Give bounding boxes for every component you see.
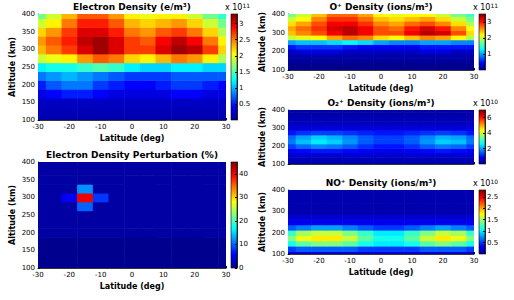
svg-text:x 10: x 10	[473, 179, 490, 188]
svg-text:3: 3	[239, 20, 243, 28]
svg-text:0.5: 0.5	[487, 239, 498, 247]
svg-text:1.5: 1.5	[487, 216, 498, 224]
svg-text:150: 150	[22, 246, 35, 254]
svg-text:Latitude (deg): Latitude (deg)	[100, 282, 165, 291]
svg-text:400: 400	[22, 10, 35, 18]
svg-text:10: 10	[159, 271, 168, 279]
svg-text:200: 200	[272, 229, 285, 237]
svg-text:20: 20	[190, 271, 199, 279]
svg-text:-10: -10	[95, 271, 106, 279]
svg-text:300: 300	[272, 207, 285, 215]
svg-text:30: 30	[470, 73, 479, 81]
svg-text:0: 0	[239, 264, 243, 272]
svg-text:1.5: 1.5	[239, 68, 250, 76]
svg-text:2: 2	[487, 34, 491, 42]
svg-text:x 10: x 10	[473, 99, 490, 108]
svg-text:200: 200	[22, 81, 35, 89]
svg-text:-10: -10	[95, 123, 106, 131]
svg-text:300: 300	[22, 193, 35, 201]
svg-text:0: 0	[379, 73, 383, 81]
svg-text:2: 2	[239, 52, 243, 60]
svg-text:2: 2	[487, 204, 491, 212]
svg-text:3: 3	[487, 18, 491, 26]
svg-text:-30: -30	[282, 257, 293, 265]
svg-text:2: 2	[487, 145, 491, 153]
svg-text:20: 20	[439, 257, 448, 265]
svg-text:10: 10	[408, 257, 417, 265]
svg-text:O⁺ Density (ions/m³): O⁺ Density (ions/m³)	[329, 2, 432, 12]
svg-text:10: 10	[408, 73, 417, 81]
svg-text:20: 20	[190, 123, 199, 131]
svg-text:Altitude (km): Altitude (km)	[258, 192, 267, 252]
svg-text:10: 10	[239, 240, 248, 248]
svg-text:2.5: 2.5	[487, 193, 498, 201]
svg-text:10: 10	[490, 98, 498, 105]
svg-text:-10: -10	[344, 257, 355, 265]
svg-text:40: 40	[239, 170, 248, 178]
svg-text:350: 350	[22, 176, 35, 184]
svg-text:Electron Density (e/m³): Electron Density (e/m³)	[73, 2, 191, 12]
svg-text:11: 11	[242, 2, 250, 9]
svg-text:400: 400	[272, 106, 285, 114]
svg-text:4: 4	[487, 129, 492, 137]
svg-text:-30: -30	[32, 271, 43, 279]
svg-text:x 10: x 10	[473, 3, 490, 12]
svg-text:100: 100	[271, 66, 285, 74]
svg-text:350: 350	[22, 28, 35, 36]
svg-text:O₂⁺ Density (ions/m³): O₂⁺ Density (ions/m³)	[327, 98, 434, 108]
svg-text:-20: -20	[313, 257, 324, 265]
svg-text:100: 100	[271, 250, 285, 258]
svg-text:-30: -30	[32, 123, 43, 131]
svg-text:20: 20	[439, 73, 448, 81]
svg-text:NO⁺ Density (ions/m³): NO⁺ Density (ions/m³)	[326, 178, 437, 188]
svg-text:150: 150	[22, 98, 35, 106]
svg-text:30: 30	[239, 193, 248, 201]
svg-text:0.5: 0.5	[239, 100, 250, 108]
svg-text:-20: -20	[313, 73, 324, 81]
svg-text:-20: -20	[64, 271, 75, 279]
svg-text:30: 30	[222, 123, 231, 131]
svg-text:20: 20	[239, 217, 248, 225]
svg-text:Electron Density Perturbation: Electron Density Perturbation (%)	[46, 150, 218, 160]
svg-text:Latitude (deg): Latitude (deg)	[349, 268, 414, 277]
svg-text:200: 200	[272, 142, 285, 150]
svg-text:400: 400	[272, 10, 285, 18]
svg-text:Altitude (km): Altitude (km)	[8, 185, 17, 245]
svg-text:300: 300	[272, 29, 285, 37]
svg-text:200: 200	[272, 47, 285, 55]
svg-text:10: 10	[159, 123, 168, 131]
svg-text:400: 400	[272, 186, 285, 194]
svg-text:0: 0	[130, 271, 134, 279]
svg-text:400: 400	[22, 158, 35, 166]
svg-text:-20: -20	[64, 123, 75, 131]
svg-text:Latitude (deg): Latitude (deg)	[100, 134, 165, 143]
svg-text:10: 10	[490, 178, 498, 185]
svg-text:100: 100	[21, 116, 35, 124]
svg-text:300: 300	[22, 45, 35, 53]
svg-text:Altitude (km): Altitude (km)	[8, 37, 17, 97]
svg-text:0: 0	[379, 257, 383, 265]
svg-text:11: 11	[490, 2, 498, 9]
svg-text:30: 30	[470, 257, 479, 265]
svg-text:100: 100	[21, 264, 35, 272]
svg-text:100: 100	[272, 160, 285, 168]
svg-text:Latitude (deg): Latitude (deg)	[349, 84, 414, 93]
svg-text:-30: -30	[282, 73, 293, 81]
svg-text:30: 30	[222, 271, 231, 279]
svg-text:x 10: x 10	[225, 3, 242, 12]
svg-text:0: 0	[130, 123, 134, 131]
svg-text:300: 300	[272, 124, 285, 132]
svg-text:2.5: 2.5	[239, 36, 250, 44]
svg-text:-10: -10	[344, 73, 355, 81]
svg-text:1: 1	[487, 227, 491, 235]
svg-text:Altitude (km): Altitude (km)	[258, 107, 267, 167]
svg-text:6: 6	[487, 114, 492, 122]
svg-text:250: 250	[22, 63, 35, 71]
svg-text:1: 1	[487, 50, 491, 58]
svg-text:200: 200	[22, 229, 35, 237]
svg-text:250: 250	[22, 211, 35, 219]
svg-text:1: 1	[239, 84, 243, 92]
svg-text:Altitude (km): Altitude (km)	[258, 12, 267, 72]
